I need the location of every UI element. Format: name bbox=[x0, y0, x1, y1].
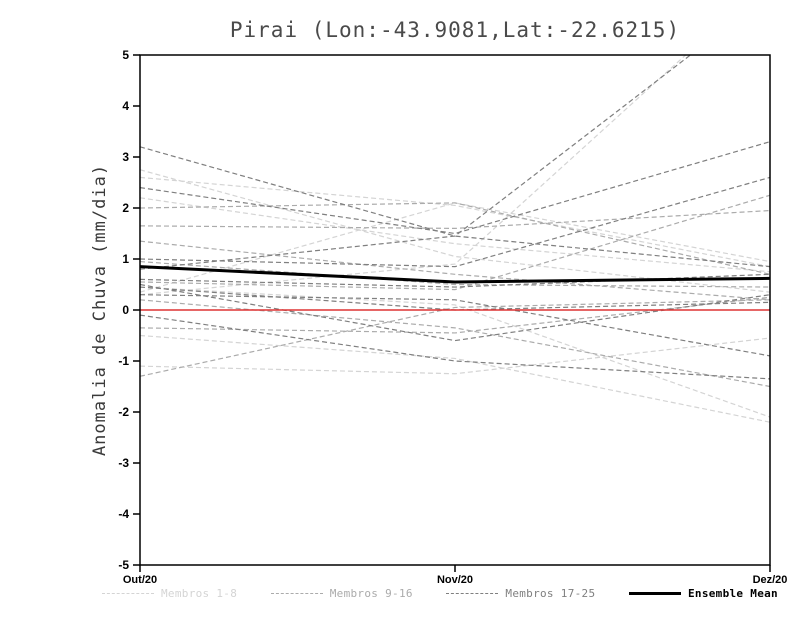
y-tick-label: 5 bbox=[122, 48, 129, 62]
member-line bbox=[140, 260, 770, 288]
member-line bbox=[140, 286, 770, 311]
ensemble-mean-line bbox=[140, 265, 770, 284]
y-tick-label: -3 bbox=[118, 456, 129, 470]
y-tick-label: 0 bbox=[122, 303, 129, 317]
member-line bbox=[140, 202, 770, 275]
member-line bbox=[140, 314, 770, 380]
x-tick-label: Nov/20 bbox=[437, 574, 473, 586]
solid-line-swatch-icon bbox=[628, 591, 681, 595]
legend-item: Membros 1-8 bbox=[102, 587, 237, 600]
member-line bbox=[140, 176, 770, 268]
dashed-line-swatch-icon bbox=[446, 592, 499, 594]
member-line bbox=[140, 286, 770, 418]
legend-label: Membros 1-8 bbox=[161, 586, 238, 600]
member-line bbox=[140, 283, 770, 342]
y-tick-label: -5 bbox=[118, 558, 129, 572]
legend-label: Membros 17-25 bbox=[505, 586, 596, 600]
y-tick-label: 3 bbox=[122, 150, 129, 164]
member-line bbox=[140, 334, 770, 423]
member-line bbox=[140, 55, 687, 296]
y-tick-label: -2 bbox=[118, 405, 129, 419]
member-line bbox=[140, 337, 770, 375]
dashed-line-swatch-icon bbox=[270, 592, 323, 594]
y-tick-label: 2 bbox=[122, 201, 129, 215]
member-line bbox=[140, 299, 770, 388]
member-line bbox=[140, 197, 770, 273]
member-line bbox=[140, 141, 770, 235]
y-tick-label: -1 bbox=[118, 354, 129, 368]
dashed-line-swatch-icon bbox=[102, 592, 154, 594]
x-tick-label: Out/20 bbox=[123, 574, 157, 586]
legend-item: Membros 9-16 bbox=[270, 586, 413, 600]
legend-label: Ensemble Mean bbox=[687, 586, 778, 600]
y-tick-label: 4 bbox=[122, 99, 129, 113]
x-tick-label: Dez/20 bbox=[753, 574, 788, 586]
member-line bbox=[140, 273, 770, 288]
chart-title: Pirai (Lon:-43.9081,Lat:-22.6215) bbox=[229, 18, 681, 42]
legend-item: Ensemble Mean bbox=[628, 586, 778, 600]
member-line bbox=[140, 296, 770, 334]
legend: Membros 1-8 Membros 9-16 Membros 17-25 Ense… bbox=[102, 583, 778, 603]
y-tick-label: 1 bbox=[122, 252, 129, 266]
member-line bbox=[140, 294, 770, 357]
y-tick-label: -4 bbox=[118, 507, 129, 521]
legend-label: Membros 9-16 bbox=[329, 586, 413, 600]
member-line bbox=[140, 240, 770, 301]
member-line bbox=[140, 146, 770, 268]
member-line bbox=[140, 55, 692, 270]
member-line bbox=[140, 194, 770, 291]
legend-item: Membros 17-25 bbox=[446, 587, 595, 600]
member-line bbox=[140, 176, 770, 268]
member-line bbox=[140, 209, 770, 230]
member-line bbox=[140, 299, 770, 377]
